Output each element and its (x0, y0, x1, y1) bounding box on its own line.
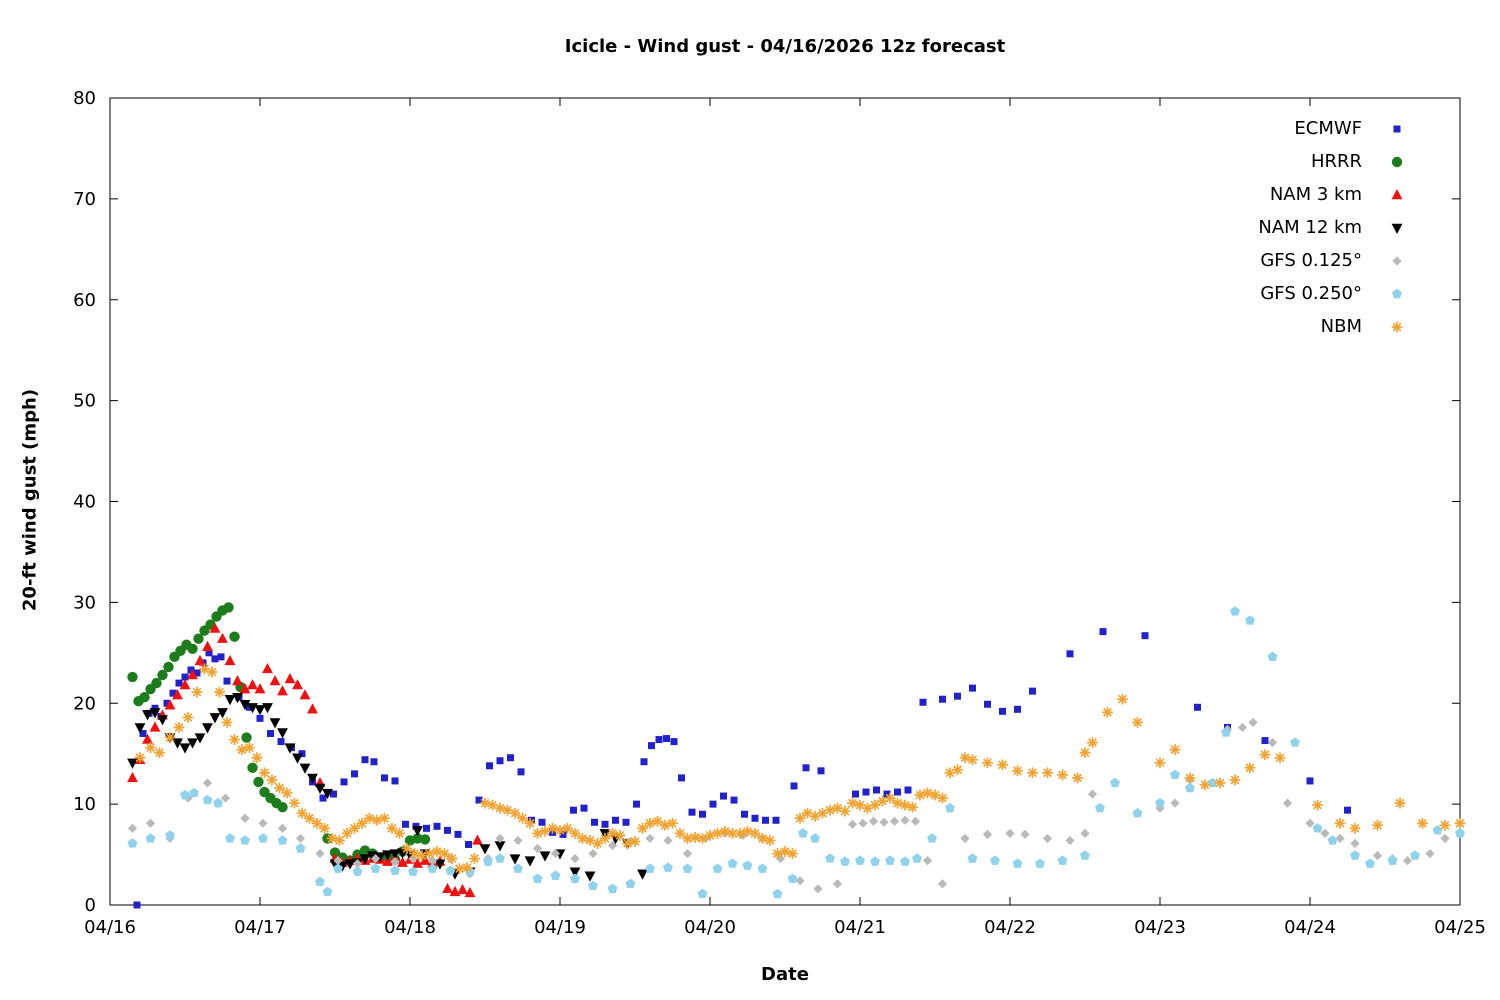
legend-marker-circle-icon (1391, 156, 1403, 167)
legend-label: HRRR (1310, 151, 1362, 172)
legend: ECMWF HRRR NAM 3 km NAM 12 km GFS 0.125° GFS … (1258, 112, 1408, 343)
legend-label: NBM (1320, 316, 1362, 337)
legend-label: GFS 0.250° (1260, 283, 1362, 304)
legend-marker-triangle-down-icon (1391, 223, 1403, 234)
x-tick-label: 04/24 (1284, 917, 1336, 938)
series-nam-12-km-points (127, 692, 648, 882)
legend-item-ecmwf: ECMWF (1258, 112, 1408, 145)
legend-label: ECMWF (1294, 118, 1362, 139)
y-tick-label: 0 (85, 895, 96, 916)
legend-label: NAM 3 km (1269, 184, 1362, 205)
legend-item-nam-12-km: NAM 12 km (1258, 211, 1408, 244)
x-axis-ticks: 04/16 04/17 04/18 04/19 04/20 04/21 04/22 04/23… (84, 98, 1486, 938)
x-tick-label: 04/22 (984, 917, 1036, 938)
legend-item-gfs-0-250: GFS 0.250° (1258, 277, 1408, 310)
legend-marker-diamond-icon (1392, 255, 1402, 266)
x-tick-label: 04/25 (1434, 917, 1486, 938)
legend-item-gfs-0-125: GFS 0.125° (1258, 244, 1408, 277)
y-axis-ticks: 0 10 20 30 40 50 60 70 80 (73, 88, 1460, 916)
y-tick-label: 10 (73, 794, 96, 815)
series-ecmwf-points (133, 628, 1351, 909)
y-tick-label: 60 (73, 290, 96, 311)
legend-item-nam-3-km: NAM 3 km (1258, 178, 1408, 211)
y-tick-label: 30 (73, 592, 96, 613)
x-tick-label: 04/16 (84, 917, 136, 938)
x-tick-label: 04/23 (1134, 917, 1186, 938)
y-tick-label: 70 (73, 189, 96, 210)
series-gfs-0-250-points (127, 606, 1465, 899)
legend-marker-pentagon-icon (1392, 288, 1402, 298)
legend-label: NAM 12 km (1258, 217, 1362, 238)
legend-marker-square-icon (1393, 125, 1401, 132)
series-hrrr-points (127, 602, 431, 866)
series-gfs-0-125-points (127, 717, 1465, 894)
legend-item-nbm: NBM (1258, 310, 1408, 343)
y-tick-label: 80 (73, 88, 96, 109)
x-tick-label: 04/17 (234, 917, 286, 938)
x-tick-label: 04/20 (684, 917, 736, 938)
x-tick-label: 04/18 (384, 917, 436, 938)
legend-marker-asterisk-icon (1391, 321, 1403, 332)
x-tick-label: 04/19 (534, 917, 586, 938)
y-tick-label: 40 (73, 492, 96, 513)
legend-item-hrrr: HRRR (1258, 145, 1408, 178)
x-tick-label: 04/21 (834, 917, 886, 938)
y-tick-label: 50 (73, 391, 96, 412)
chart-title: Icicle - Wind gust - 04/16/2026 12z fore… (564, 36, 1006, 57)
y-tick-label: 20 (73, 693, 96, 714)
series-nbm-points (134, 663, 1466, 875)
legend-label: GFS 0.125° (1260, 250, 1362, 271)
x-axis-label: Date (761, 964, 809, 985)
legend-marker-triangle-up-icon (1391, 188, 1403, 199)
